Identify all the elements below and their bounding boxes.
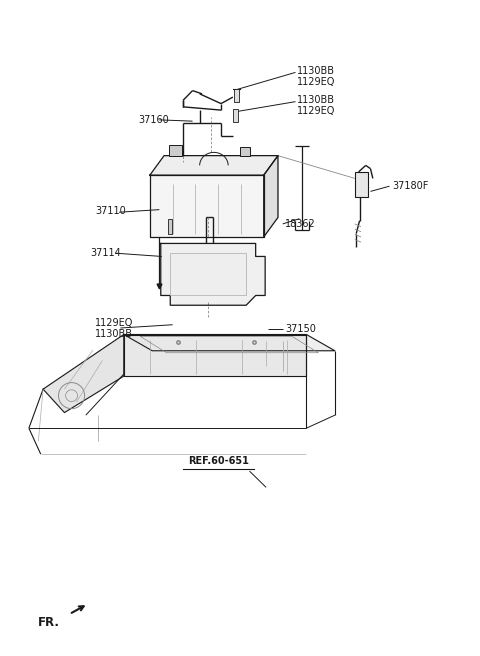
Text: 1130BB: 1130BB [297,95,335,106]
Text: 1130BB: 1130BB [96,329,133,339]
Bar [169,145,182,155]
Polygon shape [150,155,278,175]
Bar [234,89,239,102]
Text: 1129EQ: 1129EQ [297,106,336,116]
Text: REF.60-651: REF.60-651 [188,457,249,466]
Polygon shape [161,243,265,305]
Text: 1130BB: 1130BB [297,66,335,76]
Text: 37110: 37110 [96,206,126,216]
Polygon shape [264,155,278,237]
Bar [168,219,172,234]
Text: FR.: FR. [38,615,60,628]
Text: 1129EQ: 1129EQ [96,318,133,328]
Text: 37160: 37160 [138,115,169,125]
Text: 18362: 18362 [285,219,316,229]
Text: 1129EQ: 1129EQ [297,77,336,87]
Text: 37114: 37114 [91,248,121,258]
Bar [233,109,238,122]
Text: 37150: 37150 [285,324,316,335]
Polygon shape [43,335,124,413]
Text: 37180F: 37180F [392,181,428,191]
Bar [240,147,251,155]
Polygon shape [150,175,264,237]
Polygon shape [124,335,335,351]
Bar [355,172,368,197]
Polygon shape [124,335,306,376]
Bar [170,253,246,295]
